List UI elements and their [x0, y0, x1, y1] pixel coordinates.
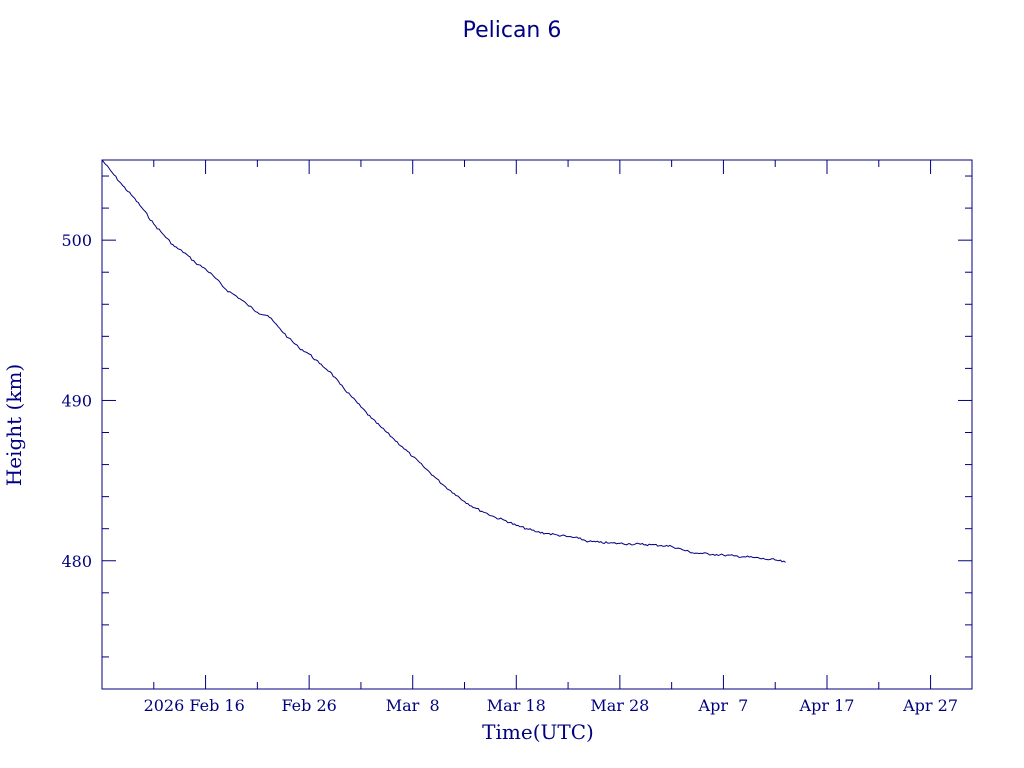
- x-axis-label: Time(UTC): [482, 720, 594, 744]
- y-axis-label: Height (km): [2, 364, 26, 486]
- x-tick-label: 2026 Feb 16: [144, 696, 245, 715]
- height-series-line: [101, 159, 786, 563]
- axis-ticks: [101, 160, 972, 690]
- y-tick-labels: 480 490 500: [61, 231, 92, 571]
- x-tick-label: Apr 27: [902, 696, 958, 715]
- x-tick-label: Mar 28: [590, 696, 649, 715]
- y-tick-label: 500: [61, 231, 92, 250]
- x-tick-labels: 2026 Feb 16 Feb 26 Mar 8 Mar 18 Mar 28 Apr 7 A…: [144, 696, 958, 715]
- x-tick-label: Mar 8: [386, 696, 440, 715]
- chart-title: Pelican 6: [463, 18, 562, 43]
- x-tick-label: Feb 26: [281, 696, 336, 715]
- y-tick-label: 490: [61, 391, 92, 410]
- x-tick-label: Apr 7: [698, 696, 749, 715]
- y-tick-label: 480: [61, 552, 92, 571]
- plot-frame: [101, 159, 973, 690]
- x-tick-label: Apr 17: [799, 696, 855, 715]
- x-tick-label: Mar 18: [487, 696, 546, 715]
